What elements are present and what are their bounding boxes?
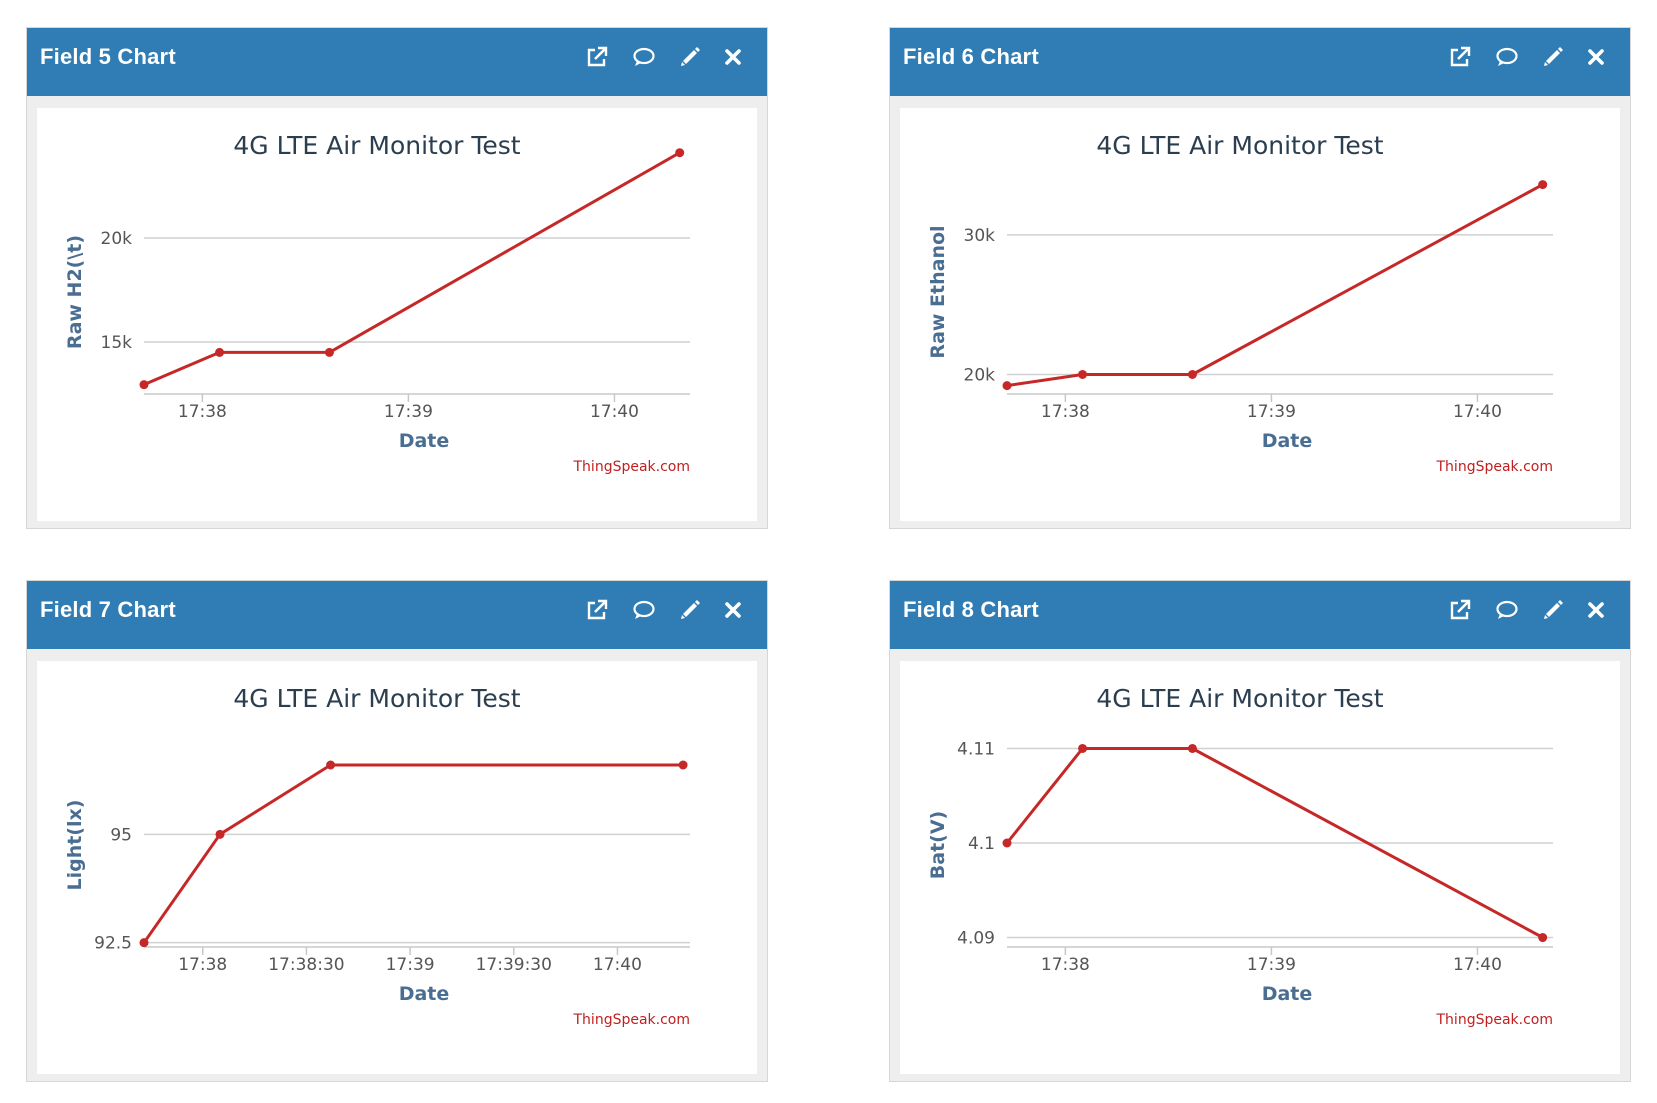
panel-title: Field 5 Chart bbox=[40, 44, 176, 69]
y-tick-label: 4.11 bbox=[957, 739, 995, 759]
x-axis-label: Date bbox=[399, 983, 450, 1005]
y-tick-label: 20k bbox=[964, 365, 996, 385]
data-point[interactable] bbox=[1078, 743, 1088, 753]
x-tick-label: 17:38 bbox=[178, 955, 227, 975]
line-chart: 4G LTE Air Monitor Test 15k 20k 17:38 17:39 1… bbox=[64, 131, 691, 475]
chart-area: 4G LTE Air Monitor Test 20k 30k 17:38 17:39 1… bbox=[900, 108, 1620, 521]
y-tick-label: 4.09 bbox=[957, 929, 995, 949]
x-tick-label: 17:39:30 bbox=[476, 955, 552, 975]
panel-title: Field 8 Chart bbox=[903, 597, 1039, 622]
data-point[interactable] bbox=[139, 938, 149, 948]
data-point[interactable] bbox=[675, 148, 685, 158]
data-point[interactable] bbox=[1187, 743, 1197, 753]
data-point[interactable] bbox=[215, 829, 225, 839]
x-axis-label: Date bbox=[1262, 430, 1313, 452]
data-point[interactable] bbox=[139, 380, 149, 390]
panel-header: Field 5 Chart bbox=[27, 28, 767, 96]
chart-panel-field7: Field 7 Chart 4G LTE Air Monitor Test 92.… bbox=[26, 580, 768, 1082]
chart-credit[interactable]: ThingSpeak.com bbox=[573, 1012, 691, 1028]
chart-panel-field5: Field 5 Chart 4G LTE Air Monitor Test 15k… bbox=[26, 27, 768, 529]
close-icon[interactable] bbox=[720, 44, 746, 70]
speech-bubble-icon[interactable] bbox=[1494, 44, 1520, 70]
data-point[interactable] bbox=[1538, 933, 1548, 943]
y-tick-label: 20k bbox=[101, 229, 133, 249]
panel-header: Field 7 Chart bbox=[27, 581, 767, 649]
data-point[interactable] bbox=[215, 347, 225, 357]
data-point[interactable] bbox=[326, 760, 336, 770]
series-line bbox=[1006, 183, 1544, 388]
chart-area: 4G LTE Air Monitor Test 92.5 95 17:38 17:38:… bbox=[37, 661, 757, 1074]
chart-credit[interactable]: ThingSpeak.com bbox=[1436, 1012, 1554, 1028]
chart-title: 4G LTE Air Monitor Test bbox=[1096, 131, 1383, 160]
y-axis-label: Raw H2(\t) bbox=[64, 235, 86, 349]
external-link-icon[interactable] bbox=[1447, 44, 1473, 70]
x-tick-label: 17:38 bbox=[178, 402, 227, 422]
line-chart: 4G LTE Air Monitor Test 4.09 4.1 4.11 17:38 1… bbox=[927, 684, 1554, 1028]
close-icon[interactable] bbox=[1583, 597, 1609, 623]
line-chart: 4G LTE Air Monitor Test 20k 30k 17:38 17:39 1… bbox=[927, 131, 1554, 475]
x-tick-label: 17:39 bbox=[1247, 402, 1296, 422]
x-axis-label: Date bbox=[1262, 983, 1313, 1005]
line-chart: 4G LTE Air Monitor Test 92.5 95 17:38 17:38:… bbox=[64, 684, 691, 1028]
y-tick-label: 92.5 bbox=[94, 934, 132, 954]
series-line bbox=[1005, 747, 1544, 939]
panel-title: Field 6 Chart bbox=[903, 44, 1039, 69]
x-tick-label: 17:38 bbox=[1041, 955, 1090, 975]
chart-area: 4G LTE Air Monitor Test 15k 20k 17:38 17:39 1… bbox=[37, 108, 757, 521]
data-point[interactable] bbox=[1002, 838, 1012, 848]
x-tick-label: 17:40 bbox=[593, 955, 642, 975]
speech-bubble-icon[interactable] bbox=[631, 597, 657, 623]
speech-bubble-icon[interactable] bbox=[631, 44, 657, 70]
chart-credit[interactable]: ThingSpeak.com bbox=[1436, 459, 1554, 475]
chart-title: 4G LTE Air Monitor Test bbox=[233, 131, 520, 160]
close-icon[interactable] bbox=[720, 597, 746, 623]
pencil-icon[interactable] bbox=[1540, 597, 1566, 623]
y-tick-label: 30k bbox=[964, 226, 996, 246]
data-point[interactable] bbox=[1002, 381, 1012, 391]
chart-title: 4G LTE Air Monitor Test bbox=[233, 684, 520, 713]
x-tick-label: 17:38 bbox=[1041, 402, 1090, 422]
y-tick-label: 15k bbox=[101, 333, 133, 353]
pencil-icon[interactable] bbox=[1540, 44, 1566, 70]
chart-panel-field6: Field 6 Chart 4G LTE Air Monitor Test 20k… bbox=[889, 27, 1631, 529]
chart-title: 4G LTE Air Monitor Test bbox=[1096, 684, 1383, 713]
x-tick-label: 17:40 bbox=[1453, 402, 1502, 422]
x-tick-label: 17:40 bbox=[590, 402, 639, 422]
x-tick-label: 17:39 bbox=[386, 955, 435, 975]
panel-title: Field 7 Chart bbox=[40, 597, 176, 622]
data-point[interactable] bbox=[1078, 369, 1088, 379]
x-tick-label: 17:40 bbox=[1453, 955, 1502, 975]
chart-panel-field8: Field 8 Chart 4G LTE Air Monitor Test 4.0… bbox=[889, 580, 1631, 1082]
pencil-icon[interactable] bbox=[677, 597, 703, 623]
series-line bbox=[143, 151, 681, 386]
chart-area: 4G LTE Air Monitor Test 4.09 4.1 4.11 17:38 1… bbox=[900, 661, 1620, 1074]
external-link-icon[interactable] bbox=[584, 44, 610, 70]
y-tick-label: 4.1 bbox=[968, 834, 995, 854]
y-axis-label: Bat(V) bbox=[927, 811, 949, 879]
pencil-icon[interactable] bbox=[677, 44, 703, 70]
data-point[interactable] bbox=[678, 760, 688, 770]
x-tick-label: 17:38:30 bbox=[268, 955, 344, 975]
data-point[interactable] bbox=[324, 347, 334, 357]
speech-bubble-icon[interactable] bbox=[1494, 597, 1520, 623]
series-line bbox=[142, 763, 684, 944]
y-axis-label: Raw Ethanol bbox=[927, 225, 949, 358]
chart-credit[interactable]: ThingSpeak.com bbox=[573, 459, 691, 475]
data-point[interactable] bbox=[1538, 180, 1548, 190]
y-axis-label: Light(lx) bbox=[64, 800, 86, 891]
close-icon[interactable] bbox=[1583, 44, 1609, 70]
external-link-icon[interactable] bbox=[1447, 597, 1473, 623]
y-tick-label: 95 bbox=[110, 825, 132, 845]
panel-header: Field 6 Chart bbox=[890, 28, 1630, 96]
x-axis-label: Date bbox=[399, 430, 450, 452]
x-tick-label: 17:39 bbox=[384, 402, 433, 422]
data-point[interactable] bbox=[1187, 369, 1197, 379]
x-tick-label: 17:39 bbox=[1247, 955, 1296, 975]
external-link-icon[interactable] bbox=[584, 597, 610, 623]
panel-header: Field 8 Chart bbox=[890, 581, 1630, 649]
